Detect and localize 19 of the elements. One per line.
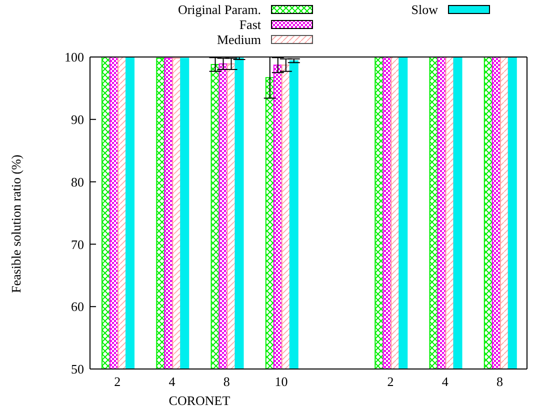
x-tick-label: 10 [274,374,288,390]
x-tick-label: 8 [496,374,503,390]
y-tick-label: 70 [71,236,84,252]
legend-label: Medium [216,32,261,48]
y-tick-label: 80 [71,174,84,190]
y-axis-title: Feasible solution ratio (%) [8,154,24,293]
legend-label: Original Param. [178,2,261,18]
legend-label: Fast [239,16,261,32]
legend-label: Slow [411,2,438,18]
y-tick-label: 90 [71,112,84,128]
y-tick-label: 100 [64,50,84,65]
x-tick-label: 8 [223,374,230,390]
x-tick-label: 2 [387,374,394,390]
y-tick-label: 60 [71,299,84,314]
x-tick-label: 4 [442,374,449,390]
x-tick-label: 2 [114,374,121,390]
x-tick-label: 4 [168,374,176,390]
text: CORONET [168,393,232,409]
y-tick-label: 50 [71,362,84,377]
